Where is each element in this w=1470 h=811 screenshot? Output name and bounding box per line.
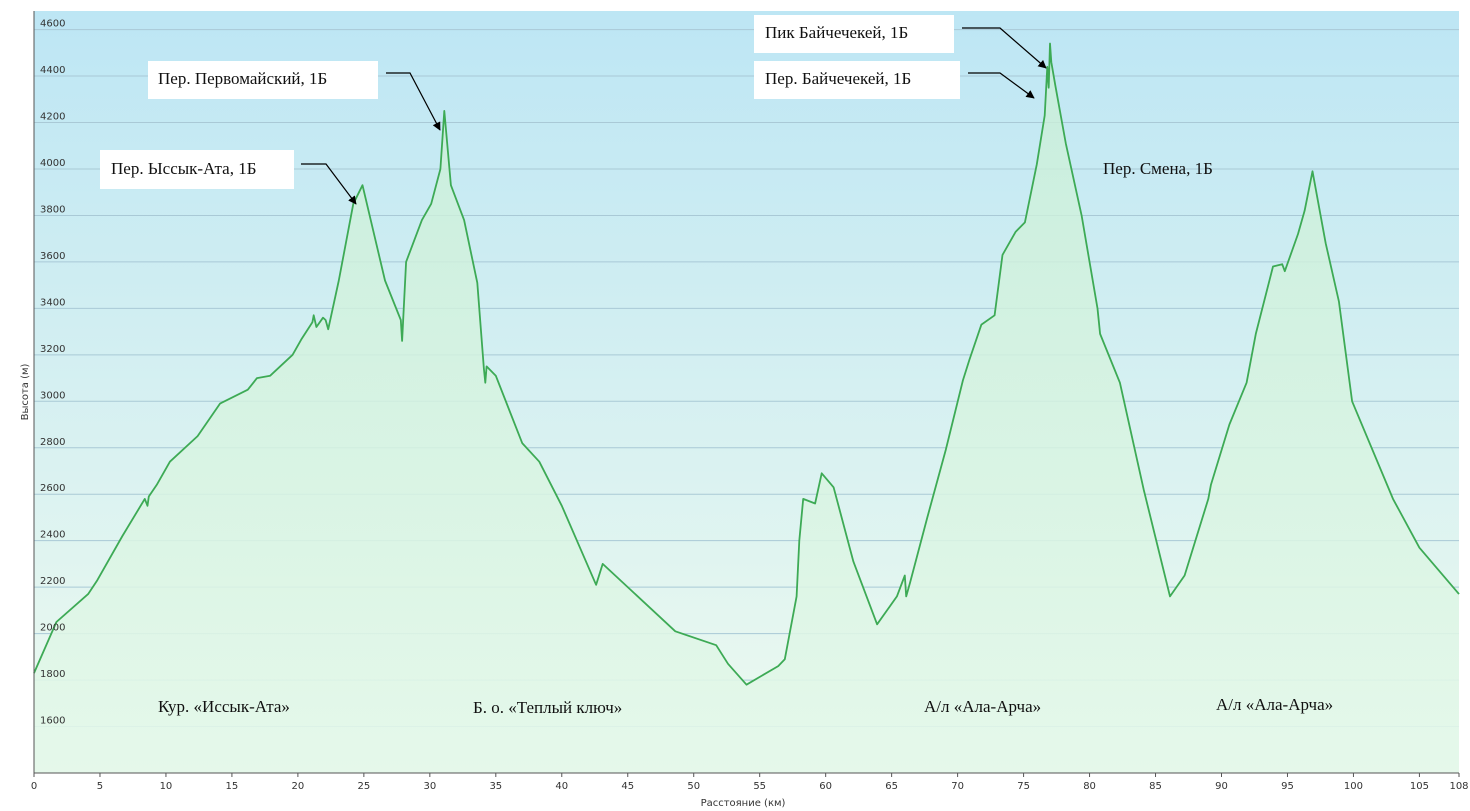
- x-tick-label: 55: [753, 781, 766, 792]
- annotation-box: [100, 150, 294, 189]
- annotation-label-smena-pass: Пер. Смена, 1Б: [1103, 159, 1213, 178]
- annotation-label-baichechekei-peak: Пик Байчечекей, 1Б: [765, 23, 908, 42]
- annotation-arrow: [962, 27, 1047, 69]
- y-tick-label: 4000: [40, 158, 65, 169]
- y-tick-label: 3800: [40, 204, 65, 215]
- annotation-arrow: [386, 72, 441, 131]
- x-tick-label: 60: [819, 781, 832, 792]
- place-label-issyk-ata-resort: Кур. «Иссык-Ата»: [158, 697, 290, 716]
- x-tick-label: 35: [489, 781, 502, 792]
- x-tick-label: 85: [1149, 781, 1162, 792]
- x-tick-label: 75: [1017, 781, 1030, 792]
- x-tick-label: 65: [885, 781, 898, 792]
- y-tick-label: 2000: [40, 623, 65, 634]
- annotation-label-pervomaisky-pass: Пер. Первомайский, 1Б: [158, 69, 327, 88]
- annotation-label-baichechekei-pass: Пер. Байчечекей, 1Б: [765, 69, 911, 88]
- y-tick-label: 1600: [40, 716, 65, 727]
- elevation-area: [33, 42, 1460, 773]
- x-tick-label: 108: [1449, 781, 1468, 792]
- x-tick-label: 70: [951, 781, 964, 792]
- x-tick-label: 30: [423, 781, 436, 792]
- x-tick-label: 5: [97, 781, 103, 792]
- annotation-arrow: [968, 72, 1035, 99]
- x-axis-title: Расстояние (км): [701, 798, 786, 809]
- annotation-box: [148, 61, 378, 99]
- annotation-box: [754, 61, 960, 99]
- x-tick-label: 20: [292, 781, 305, 792]
- x-tick-label: 80: [1083, 781, 1096, 792]
- y-tick-label: 2400: [40, 530, 65, 541]
- annotations: Пер. Ысcык-Ата, 1Б Пер. Первомайский, 1Б…: [100, 15, 1333, 717]
- elevation-fill: [34, 43, 1459, 773]
- x-tick-label: 100: [1344, 781, 1363, 792]
- x-tick-label: 15: [226, 781, 239, 792]
- place-label-teply-klyuch: Б. о. «Теплый ключ»: [473, 698, 622, 717]
- y-tick-label: 2800: [40, 437, 65, 448]
- x-tick-label: 45: [621, 781, 634, 792]
- elevation-line: [33, 42, 1460, 686]
- axes: [33, 11, 1460, 777]
- y-tick-label: 2600: [40, 483, 65, 494]
- y-tick-label: 4600: [40, 19, 65, 30]
- y-axis-title: Высота (м): [20, 363, 31, 420]
- annotation-box: [754, 15, 954, 53]
- x-tick-label: 95: [1281, 781, 1294, 792]
- x-tick-label: 0: [31, 781, 37, 792]
- y-tick-label: 4400: [40, 65, 65, 76]
- x-tick-label: 10: [160, 781, 173, 792]
- x-tick-label: 25: [357, 781, 370, 792]
- y-tick-label: 3200: [40, 344, 65, 355]
- y-tick-label: 2200: [40, 576, 65, 587]
- place-label-ala-archa-camp-2: А/л «Ала-Арча»: [1216, 695, 1333, 714]
- y-tick-label: 4200: [40, 112, 65, 123]
- y-tick-label: 3600: [40, 251, 65, 262]
- y-tick-label: 3000: [40, 390, 65, 401]
- annotation-arrow: [301, 163, 357, 205]
- x-tick-label: 50: [687, 781, 700, 792]
- x-tick-label: 40: [555, 781, 568, 792]
- y-tick-labels: 1600 1800 2000 2200 2400 2600 2800 3000 3200 3400…: [40, 19, 65, 727]
- place-label-ala-archa-camp-1: А/л «Ала-Арча»: [924, 697, 1041, 716]
- y-tick-label: 1800: [40, 669, 65, 680]
- x-tick-label: 105: [1410, 781, 1429, 792]
- y-tick-label: 3400: [40, 297, 65, 308]
- x-tick-labels: 0 5 10 15 20 25 30 35 40 45 50 55 60 65 70 75 80 85 90 95 10…: [31, 781, 1469, 792]
- x-tick-label: 90: [1215, 781, 1228, 792]
- annotation-label-issyk-ata-pass: Пер. Ысcык-Ата, 1Б: [111, 159, 256, 178]
